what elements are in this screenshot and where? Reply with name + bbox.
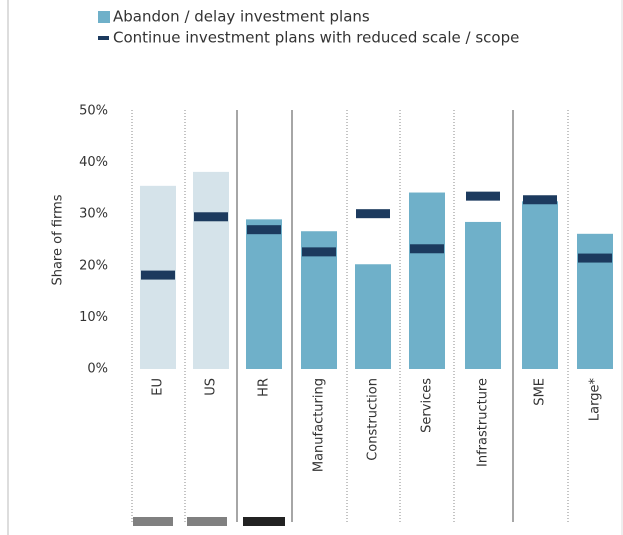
y-tick-label: 50%	[79, 104, 108, 119]
legend-label: Continue investment plans with reduced s…	[113, 29, 519, 47]
y-tick-label: 20%	[79, 258, 108, 273]
x-tick-label: Large*	[588, 378, 603, 422]
x-tick-label: Construction	[366, 378, 381, 461]
legend-swatch	[98, 36, 109, 40]
marker	[194, 212, 228, 222]
marker	[356, 209, 390, 219]
y-tick-label: 40%	[79, 155, 108, 170]
y-tick-label: 0%	[87, 362, 108, 377]
y-tick-label: 30%	[79, 207, 108, 222]
marker	[141, 270, 175, 280]
bar	[409, 192, 445, 369]
y-tick-label: 10%	[79, 310, 108, 325]
bar	[465, 221, 501, 369]
group-key	[243, 517, 285, 526]
marker	[302, 247, 336, 257]
group-key	[187, 517, 227, 526]
separators	[131, 110, 569, 522]
x-tick-label: Services	[420, 378, 435, 433]
bar	[522, 201, 558, 369]
marker	[578, 253, 612, 263]
x-tick-label: EU	[151, 378, 166, 396]
legend-label: Abandon / delay investment plans	[113, 8, 370, 26]
bar	[193, 171, 229, 369]
y-axis-label: Share of firms	[51, 194, 66, 285]
marker	[466, 191, 500, 201]
x-tick-label: US	[204, 378, 219, 396]
legend-swatch	[98, 11, 110, 23]
group-key	[133, 517, 173, 526]
x-tick-label: Infrastructure	[476, 378, 491, 467]
x-tick-label: HR	[257, 378, 272, 397]
marker	[247, 225, 281, 235]
marker	[410, 244, 444, 254]
bar	[355, 264, 391, 369]
x-tick-label: Manufacturing	[312, 378, 327, 472]
bar	[246, 219, 282, 369]
x-tick-label: SME	[533, 378, 548, 406]
marker	[523, 195, 557, 205]
